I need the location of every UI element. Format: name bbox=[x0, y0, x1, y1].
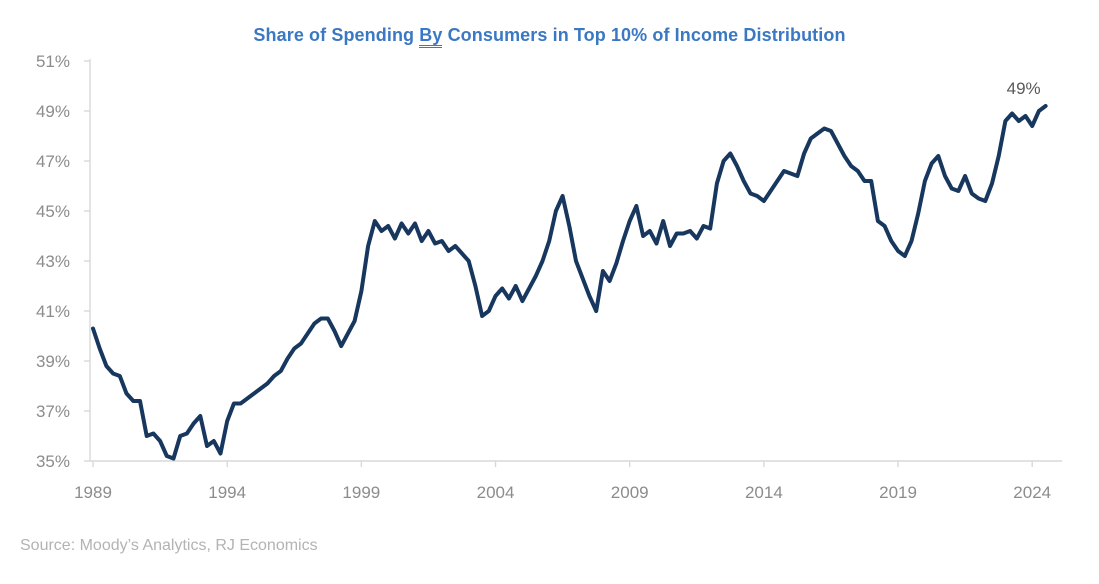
y-axis-tick-label: 49% bbox=[36, 102, 70, 121]
y-axis-tick-label: 47% bbox=[36, 152, 70, 171]
title-underlined-word: By bbox=[419, 25, 443, 48]
x-axis-tick-label: 2014 bbox=[745, 483, 783, 502]
source-note: Source: Moody’s Analytics, RJ Economics bbox=[20, 537, 318, 554]
y-axis-tick-label: 45% bbox=[36, 202, 70, 221]
x-axis-tick-label: 1989 bbox=[74, 483, 112, 502]
y-axis-tick-label: 41% bbox=[36, 302, 70, 321]
x-axis-tick-label: 2004 bbox=[477, 483, 515, 502]
end-value-label: 49% bbox=[1007, 79, 1041, 98]
x-axis-tick-label: 2009 bbox=[611, 483, 649, 502]
y-axis-tick-label: 35% bbox=[36, 452, 70, 471]
y-axis-tick-label: 39% bbox=[36, 352, 70, 371]
title-text-tail: Consumers in Top 10% of Income Distribut… bbox=[442, 25, 846, 45]
chart-title: Share of Spending By Consumers in Top 10… bbox=[0, 25, 1099, 48]
y-axis-tick-label: 37% bbox=[36, 402, 70, 421]
x-axis-tick-label: 2019 bbox=[879, 483, 917, 502]
y-axis-tick-label: 51% bbox=[36, 52, 70, 71]
x-axis-tick-label: 2024 bbox=[1013, 483, 1051, 502]
x-axis-tick-label: 1994 bbox=[208, 483, 246, 502]
spending-share-line bbox=[91, 104, 1048, 461]
title-text-lead: Share of Spending bbox=[253, 25, 420, 45]
y-axis-tick-label: 43% bbox=[36, 252, 70, 271]
x-axis-tick-label: 1999 bbox=[342, 483, 380, 502]
